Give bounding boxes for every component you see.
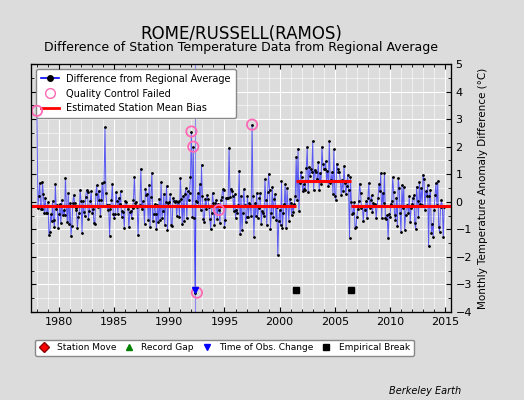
- Point: [193, 290, 201, 296]
- Point: [187, 128, 195, 135]
- Point: [33, 108, 41, 114]
- Point: [189, 144, 198, 150]
- Point: [248, 122, 256, 128]
- Point: [215, 207, 223, 213]
- Text: Difference of Station Temperature Data from Regional Average: Difference of Station Temperature Data f…: [44, 41, 438, 54]
- Legend: Station Move, Record Gap, Time of Obs. Change, Empirical Break: Station Move, Record Gap, Time of Obs. C…: [35, 340, 413, 356]
- Text: Berkeley Earth: Berkeley Earth: [389, 386, 461, 396]
- Y-axis label: Monthly Temperature Anomaly Difference (°C): Monthly Temperature Anomaly Difference (…: [477, 67, 487, 309]
- Title: ROME/RUSSELL(RAMOS): ROME/RUSSELL(RAMOS): [140, 25, 342, 43]
